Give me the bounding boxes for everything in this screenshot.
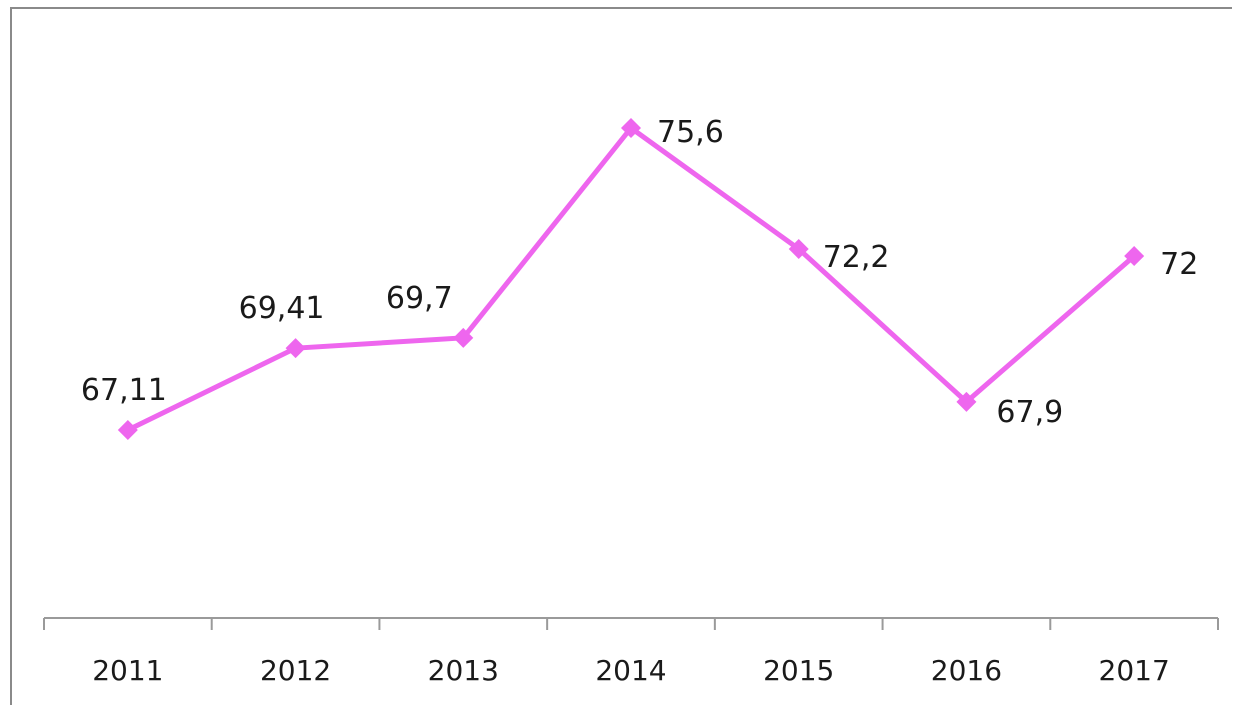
data-label: 72,2 (823, 240, 890, 275)
series-layer (117, 118, 1145, 440)
series-line (126, 124, 1136, 433)
data-label: 69,41 (239, 291, 325, 326)
data-label: 72 (1160, 247, 1198, 282)
x-tick-label: 2014 (595, 654, 666, 687)
x-tick-label: 2015 (763, 654, 834, 687)
data-label: 75,6 (657, 115, 724, 150)
data-point-marker (788, 238, 809, 259)
data-label: 69,7 (386, 281, 453, 316)
x-tick-label: 2016 (931, 654, 1002, 687)
x-tick-label: 2012 (260, 654, 331, 687)
data-label-layer: 67,11 69,41 69,7 75,6 72,2 67,9 72 (81, 115, 1198, 430)
data-point-marker (285, 338, 306, 359)
x-tick-label: 2011 (92, 654, 163, 687)
x-tick-label: 2017 (1099, 654, 1170, 687)
data-point-marker (117, 420, 138, 440)
chart-frame (10, 7, 1232, 705)
data-label: 67,9 (996, 395, 1063, 430)
x-tick-label: 2013 (428, 654, 499, 687)
data-point-marker (956, 391, 977, 412)
data-point-marker (453, 327, 474, 348)
data-point-marker (1124, 246, 1145, 267)
data-point-marker (621, 118, 641, 138)
data-label: 67,11 (81, 373, 167, 408)
x-axis: 2011 2012 2013 2014 2015 2016 2017 (43, 617, 1219, 687)
